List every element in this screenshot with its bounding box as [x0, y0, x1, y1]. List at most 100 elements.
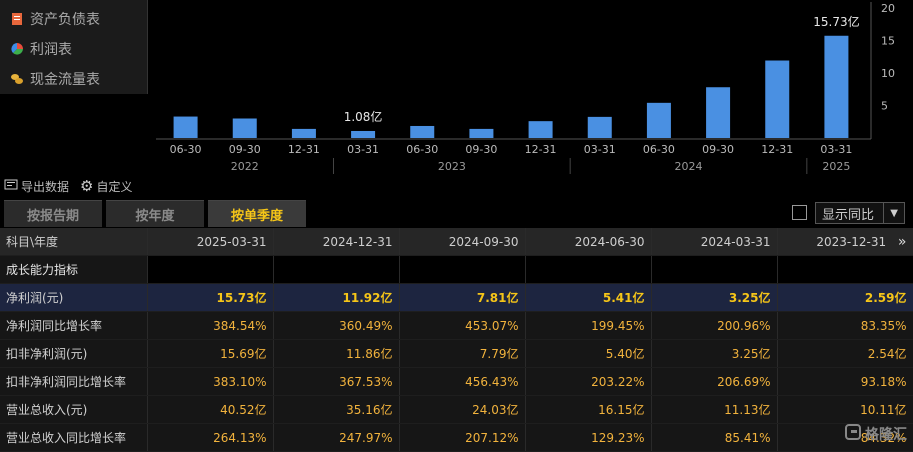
table-cell	[777, 255, 913, 284]
year-label: 2025	[822, 160, 850, 173]
x-tick-label: 09-30	[229, 143, 261, 156]
column-header[interactable]: 2024-06-30	[525, 228, 652, 256]
table-cell: 11.92亿	[273, 283, 400, 312]
table-cell: 129.23%	[525, 423, 652, 452]
table-cell: 2.54亿	[777, 339, 913, 368]
gear-icon: ⚙	[80, 177, 94, 195]
nav-item-label: 现金流量表	[30, 72, 100, 88]
table-header-row: 科目\年度 2025-03-31 2024-12-31 2024-09-30 2…	[0, 228, 913, 256]
y-tick-label: 20	[881, 2, 895, 15]
column-header[interactable]: 2024-09-30	[399, 228, 526, 256]
year-label: 2023	[438, 160, 466, 173]
row-label: 营业总收入(元)	[0, 395, 148, 424]
row-label: 扣非净利润(元)	[0, 339, 148, 368]
table-cell: 206.69%	[651, 367, 778, 396]
column-header[interactable]: 2025-03-31	[147, 228, 274, 256]
net-profit-chart: 5 10 15 20 06-30 09-30 12-31 03-31 06-30 09-30 12-…	[148, 0, 913, 176]
table-cell: 199.45%	[525, 311, 652, 340]
nav-item-cash-flow[interactable]: 现金流量表	[10, 68, 100, 90]
table-cell: 11.86亿	[273, 339, 400, 368]
bar	[587, 116, 612, 138]
next-columns-icon[interactable]: »	[897, 233, 907, 250]
bar	[410, 125, 435, 138]
nav-item-income-statement[interactable]: 利润表	[10, 38, 72, 60]
tab-by-quarter[interactable]: 按单季度	[208, 200, 306, 227]
table-row[interactable]: 扣非净利润(元) 15.69亿 11.86亿 7.79亿 5.40亿 3.25亿 2.54亿	[0, 339, 913, 368]
financial-table: 科目\年度 2025-03-31 2024-12-31 2024-09-30 2…	[0, 228, 913, 452]
table-cell: 10.11亿	[777, 395, 913, 424]
watermark-logo: 格隆汇	[845, 424, 907, 444]
customize-button[interactable]: ⚙ 自定义	[80, 176, 132, 196]
x-tick-label: 09-30	[465, 143, 497, 156]
table-row[interactable]: 营业总收入(元) 40.52亿 35.16亿 24.03亿 16.15亿 11.13亿 10…	[0, 395, 913, 424]
bar	[528, 121, 553, 138]
table-cell: 367.53%	[273, 367, 400, 396]
table-row[interactable]: 成长能力指标	[0, 255, 913, 284]
year-label: 2022	[231, 160, 259, 173]
table-cell: 15.69亿	[147, 339, 274, 368]
table-row[interactable]: 净利润(元) 15.73亿 11.92亿 7.81亿 5.41亿 3.25亿 2.59亿	[0, 283, 913, 312]
row-label: 营业总收入同比增长率	[0, 423, 148, 452]
table-cell: 384.54%	[147, 311, 274, 340]
x-tick-label: 06-30	[170, 143, 202, 156]
bar	[351, 130, 376, 138]
x-tick-label: 09-30	[702, 143, 734, 156]
table-cell: 203.22%	[525, 367, 652, 396]
row-label: 扣非净利润同比增长率	[0, 367, 148, 396]
show-yoy-checkbox[interactable]	[792, 205, 807, 220]
table-cell	[651, 255, 778, 284]
bar	[706, 87, 731, 138]
column-header[interactable]: 2023-12-31	[816, 234, 887, 249]
export-data-button[interactable]: 导出数据	[4, 176, 69, 196]
table-cell: 456.43%	[399, 367, 526, 396]
table-row[interactable]: 扣非净利润同比增长率 383.10% 367.53% 456.43% 203.22% 20…	[0, 367, 913, 396]
watermark-text: 格隆汇	[865, 427, 907, 443]
x-tick-label: 12-31	[288, 143, 320, 156]
year-label: 2024	[675, 160, 703, 173]
bar	[824, 35, 849, 138]
customize-label: 自定义	[96, 179, 133, 194]
column-header-last: 2023-12-31 »	[777, 228, 913, 256]
y-tick-label: 10	[881, 67, 895, 80]
table-cell: 35.16亿	[273, 395, 400, 424]
table-cell	[525, 255, 652, 284]
header-label: 科目\年度	[0, 228, 148, 256]
logo-icon	[845, 424, 861, 444]
table-cell: 264.13%	[147, 423, 274, 452]
column-header[interactable]: 2024-12-31	[273, 228, 400, 256]
bar	[646, 102, 671, 138]
display-mode-select[interactable]: 显示同比 ▼	[815, 202, 905, 224]
bar	[765, 60, 790, 138]
table-row[interactable]: 营业总收入同比增长率 264.13% 247.97% 207.12% 129.23% 85…	[0, 423, 913, 452]
tab-by-report-period[interactable]: 按报告期	[4, 200, 102, 227]
x-tick-label: 06-30	[643, 143, 675, 156]
table-cell: 5.40亿	[525, 339, 652, 368]
table-cell: 16.15亿	[525, 395, 652, 424]
x-tick-label: 03-31	[584, 143, 616, 156]
x-tick-label: 12-31	[525, 143, 557, 156]
column-header[interactable]: 2024-03-31	[651, 228, 778, 256]
table-cell: 15.73亿	[147, 283, 274, 312]
nav-item-balance-sheet[interactable]: 资产负债表	[10, 8, 100, 30]
chevron-down-icon: ▼	[883, 203, 904, 223]
y-tick-label: 15	[881, 35, 895, 48]
table-cell: 3.25亿	[651, 339, 778, 368]
table-cell: 93.18%	[777, 367, 913, 396]
row-label: 成长能力指标	[0, 255, 148, 284]
coins-icon	[10, 72, 24, 86]
x-tick-label: 12-31	[761, 143, 793, 156]
table-cell	[147, 255, 274, 284]
table-cell: 360.49%	[273, 311, 400, 340]
table-cell: 85.41%	[651, 423, 778, 452]
tab-by-year[interactable]: 按年度	[106, 200, 204, 227]
table-row[interactable]: 净利润同比增长率 384.54% 360.49% 453.07% 199.45% 200.…	[0, 311, 913, 340]
nav-item-label: 利润表	[30, 42, 72, 58]
bar	[173, 116, 198, 138]
nav-item-label: 资产负债表	[30, 12, 100, 28]
table-cell	[399, 255, 526, 284]
chart-svg: 5 10 15 20 06-30 09-30 12-31 03-31 06-30 09-30 12-…	[148, 0, 913, 176]
display-mode-label: 显示同比	[822, 207, 875, 223]
table-cell: 5.41亿	[525, 283, 652, 312]
table-cell: 24.03亿	[399, 395, 526, 424]
table-cell: 453.07%	[399, 311, 526, 340]
